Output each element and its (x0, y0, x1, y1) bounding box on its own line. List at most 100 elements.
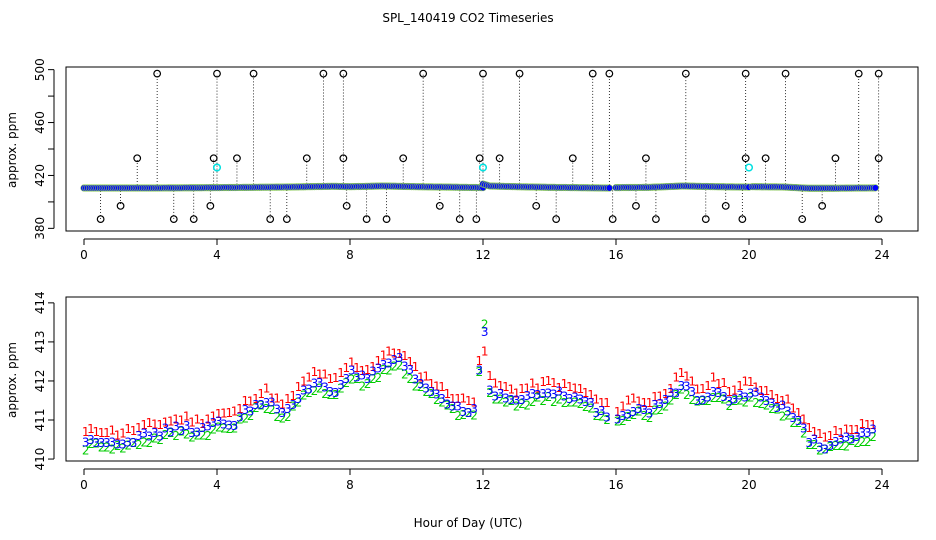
series-2-point: 2 (444, 398, 452, 412)
series-3-point: 3 (529, 387, 537, 401)
series-3-point: 3 (805, 436, 813, 450)
series-2-point: 2 (768, 402, 776, 416)
series-2-point: 2 (784, 408, 792, 422)
series-2-point: 2 (124, 438, 132, 452)
series-3-point: 3 (406, 363, 414, 377)
series-3-point: 3 (747, 387, 755, 401)
series-1-point: 1 (194, 412, 202, 426)
series-1-point: 1 (178, 413, 186, 427)
series-2-point: 2 (108, 443, 116, 457)
outlier-point-low (798, 215, 807, 223)
series-1-point: 1 (396, 347, 404, 361)
outlier-point-high (781, 69, 790, 78)
series-1-point: 1 (672, 371, 680, 385)
series-3-point: 3 (614, 412, 622, 426)
series-1-point: 1 (656, 389, 664, 403)
series-3-point: 3 (279, 406, 287, 420)
outlier-point-high (874, 69, 883, 78)
top-y-axis-label: approx. ppm (5, 112, 19, 188)
series-1-point: 1 (577, 382, 585, 396)
series-3-point: 3 (507, 393, 515, 407)
series-2-point: 2 (789, 416, 797, 430)
series-1-point: 1 (683, 370, 691, 384)
series-3-point: 3 (343, 372, 351, 386)
outlier-point-low (455, 215, 464, 223)
top-plot-marks (80, 69, 883, 223)
series-2-point: 2 (704, 394, 712, 408)
series-2-point: 2 (502, 395, 510, 409)
series-3-point: 3 (843, 431, 851, 445)
series-2-point: 2 (710, 391, 718, 405)
series-3-point: 3 (715, 386, 723, 400)
series-3-point: 3 (768, 397, 776, 411)
bottom-y-axis: 410 411 412 413 414 (33, 291, 55, 471)
series-2-point: 2 (539, 394, 547, 408)
top-x-axis: 0 4 8 12 16 20 24 (80, 238, 890, 262)
series-1-point: 1 (582, 386, 590, 400)
series-3-point: 3 (476, 363, 484, 377)
series-1-point: 1 (859, 417, 867, 431)
series-1-point: 1 (119, 427, 127, 441)
top-x-tick-label: 24 (874, 248, 889, 262)
series-2-point: 2 (507, 394, 515, 408)
series-1-point: 1 (811, 425, 819, 439)
series-2-point: 2 (853, 436, 861, 450)
series-1-point: 1 (710, 370, 718, 384)
series-1-point: 1 (720, 376, 728, 390)
series-1-point: 1 (667, 382, 675, 396)
series-2-point: 2 (98, 441, 106, 455)
top-plot-frame (65, 66, 919, 232)
outlier-point-low (721, 201, 730, 210)
series-1-point: 1 (103, 426, 111, 440)
series-2-point: 2 (114, 439, 122, 453)
series-2-point: 2 (332, 388, 340, 402)
series-1-point: 1 (555, 381, 563, 395)
bottom-x-tick-label: 16 (608, 478, 623, 492)
series-3-point: 3 (816, 441, 824, 455)
series-1-point: 1 (401, 349, 409, 363)
series-2-point: 2 (401, 367, 409, 381)
top-y-tick-label: 420 (33, 164, 47, 187)
bottom-x-tick-label: 4 (213, 478, 221, 492)
outlier-point-low (282, 215, 291, 223)
bottom-x-tick-label: 20 (741, 478, 756, 492)
series-2-point: 2 (183, 427, 191, 441)
outlier-point-mid (339, 154, 348, 163)
bottom-panel: 2222222222222222222222222222222222222222… (5, 291, 919, 492)
series-1-point: 1 (497, 379, 505, 393)
bottom-y-axis-label: approx. ppm (5, 342, 19, 418)
series-1-point: 1 (151, 418, 159, 432)
series-3-point: 3 (784, 405, 792, 419)
series-3-point: 3 (853, 430, 861, 444)
series-3-point: 3 (231, 419, 239, 433)
series-3-point: 3 (390, 353, 398, 367)
series-1-point: 1 (545, 374, 553, 388)
series-1-point: 1 (204, 413, 212, 427)
series-3-point: 3 (146, 429, 154, 443)
series-3-point: 3 (593, 406, 601, 420)
series-1-point: 1 (98, 426, 106, 440)
series-1-point: 1 (369, 360, 377, 374)
series-2-point: 2 (188, 430, 196, 444)
series-2-point: 2 (210, 422, 218, 436)
series-3-point: 3 (821, 442, 829, 456)
series-1-point: 1 (635, 395, 643, 409)
outlier-point-high (339, 69, 348, 78)
series-1-point: 1 (460, 392, 468, 406)
series-3-point: 3 (295, 392, 303, 406)
series-3-point: 3 (241, 403, 249, 417)
series-2-point: 2 (146, 436, 154, 450)
outlier-point-mid (209, 154, 218, 163)
series-2-point: 2 (736, 393, 744, 407)
series-2-point: 2 (800, 426, 808, 440)
series-3-point: 3 (444, 397, 452, 411)
series-2-point: 2 (651, 403, 659, 417)
series-2-point: 2 (374, 371, 382, 385)
series-3-point: 3 (385, 356, 393, 370)
series-2-point: 2 (263, 402, 271, 416)
series-2-point: 2 (667, 393, 675, 407)
outlier-point-low (472, 215, 481, 223)
series-3-point: 3 (428, 385, 436, 399)
series-2-point: 2 (731, 394, 739, 408)
